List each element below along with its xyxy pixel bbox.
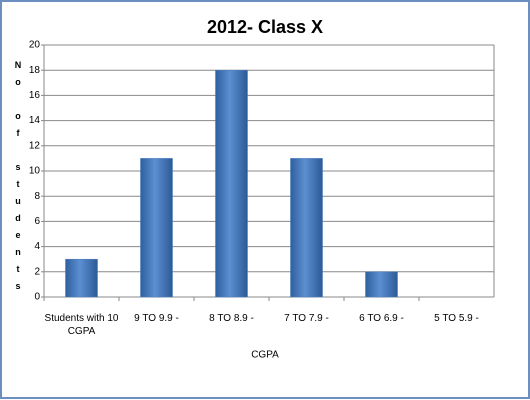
y-tick-label: 2 [34,266,40,277]
y-tick-label: 12 [29,140,41,151]
bar [140,158,173,298]
y-tick-label: 4 [34,241,40,252]
x-tick-label: 9 TO 9.9 - [134,313,179,324]
y-tick-label: 0 [34,292,40,303]
chart-title: 2012- Class X [207,17,323,37]
x-tick-label-box: Students with 10 CGPA [44,313,119,337]
x-tick-label-box: 7 TO 7.9 - [284,313,329,324]
x-tick-label: 8 TO 8.9 - [209,313,254,324]
bar [215,69,248,298]
x-tick-label: 5 TO 5.9 - [434,313,479,324]
x-tick-label: 6 TO 6.9 - [359,313,404,324]
y-tick-label: 14 [29,115,41,126]
x-axis-label: CGPA [251,350,279,361]
x-tick-label: Students with 10 CGPA [44,313,119,337]
y-tick-label: 8 [34,191,40,202]
y-tick-label: 20 [29,40,41,51]
y-axis-label: No of students [13,60,23,298]
x-tick-label-box: 6 TO 6.9 - [359,313,404,324]
bar [365,271,398,298]
x-tick-label-box: 8 TO 8.9 - [209,313,254,324]
x-tick-label: 7 TO 7.9 - [284,313,329,324]
y-tick-label: 16 [29,90,41,101]
bar [290,158,323,298]
y-tick-label: 10 [29,166,41,177]
x-tick-label-box: 5 TO 5.9 - [434,313,479,324]
x-tick-label-box: 9 TO 9.9 - [134,313,179,324]
bar [65,258,98,298]
y-tick-label: 18 [29,65,41,76]
y-tick-label: 6 [34,216,40,227]
